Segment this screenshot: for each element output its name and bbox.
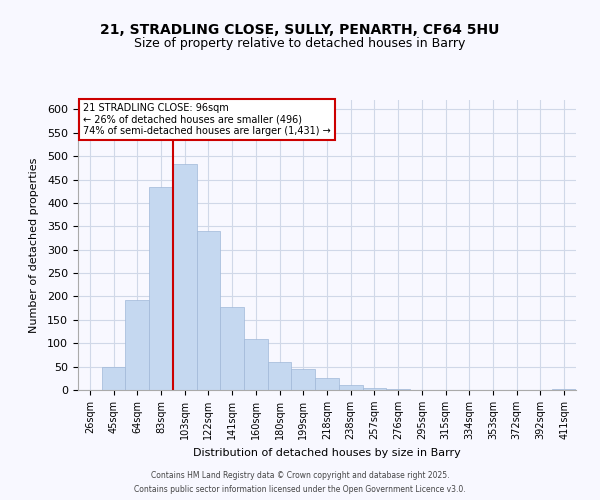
- Bar: [102, 366, 125, 390]
- Bar: [244, 338, 268, 390]
- Text: Size of property relative to detached houses in Barry: Size of property relative to detached ho…: [134, 38, 466, 51]
- Bar: [149, 188, 173, 390]
- Text: 21, STRADLING CLOSE, SULLY, PENARTH, CF64 5HU: 21, STRADLING CLOSE, SULLY, PENARTH, CF6…: [100, 22, 500, 36]
- Text: 21 STRADLING CLOSE: 96sqm
← 26% of detached houses are smaller (496)
74% of semi: 21 STRADLING CLOSE: 96sqm ← 26% of detac…: [83, 103, 331, 136]
- Bar: [125, 300, 149, 390]
- X-axis label: Distribution of detached houses by size in Barry: Distribution of detached houses by size …: [193, 448, 461, 458]
- Text: Contains public sector information licensed under the Open Government Licence v3: Contains public sector information licen…: [134, 484, 466, 494]
- Text: Contains HM Land Registry data © Crown copyright and database right 2025.: Contains HM Land Registry data © Crown c…: [151, 472, 449, 480]
- Bar: [339, 386, 362, 390]
- Bar: [268, 362, 292, 390]
- Bar: [315, 378, 339, 390]
- Bar: [292, 370, 315, 390]
- Bar: [173, 164, 197, 390]
- Bar: [362, 388, 386, 390]
- Bar: [197, 231, 220, 390]
- Bar: [220, 306, 244, 390]
- Y-axis label: Number of detached properties: Number of detached properties: [29, 158, 39, 332]
- Bar: [386, 389, 410, 390]
- Bar: [552, 389, 576, 390]
